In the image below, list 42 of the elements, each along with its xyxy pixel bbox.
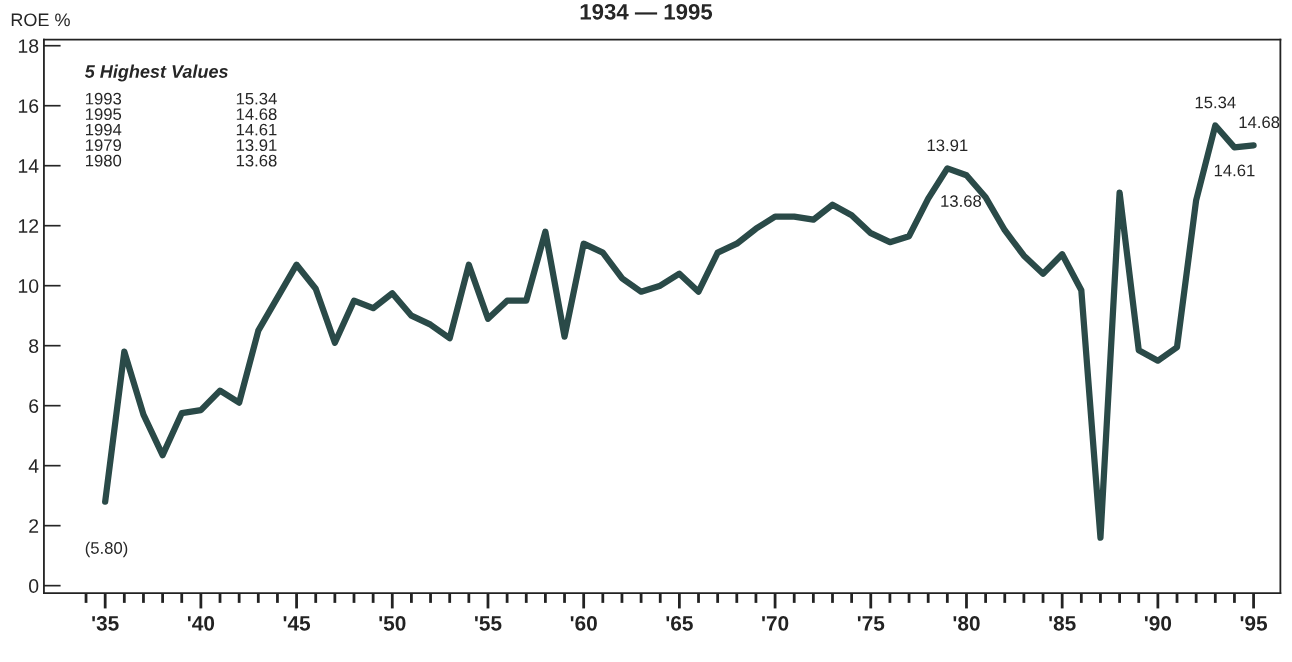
chart-title: 1934 — 1995 bbox=[580, 3, 713, 20]
annotation: 1993 bbox=[86, 92, 122, 105]
annotation: 1980 bbox=[86, 154, 122, 167]
x-tick-label: '60 bbox=[570, 615, 597, 631]
annotation: 13.68 bbox=[236, 154, 277, 167]
x-tick-label: '90 bbox=[1144, 615, 1172, 631]
y-tick-label: 0 bbox=[29, 579, 39, 593]
y-tick-label: 2 bbox=[29, 519, 39, 533]
x-tick-label: '55 bbox=[475, 616, 502, 631]
x-tick-label: '35 bbox=[92, 615, 119, 631]
annotation: 1979 bbox=[86, 139, 122, 152]
x-tick-label: '85 bbox=[1049, 615, 1076, 631]
y-tick-label: 8 bbox=[29, 339, 39, 353]
annotation: (5.80) bbox=[85, 541, 128, 558]
annotation: 1994 bbox=[86, 123, 122, 136]
data-label: 13.91 bbox=[927, 139, 968, 152]
y-tick-label: 16 bbox=[18, 99, 39, 113]
data-label: 14.61 bbox=[1214, 164, 1255, 177]
data-label: 15.34 bbox=[1195, 96, 1236, 109]
x-tick-label: '75 bbox=[857, 616, 885, 631]
x-tick-label: '50 bbox=[379, 615, 406, 631]
x-tick-label: '70 bbox=[762, 615, 789, 631]
y-tick-label: 4 bbox=[28, 459, 39, 473]
x-tick-label: '65 bbox=[666, 615, 693, 631]
x-tick-label: '45 bbox=[283, 616, 311, 631]
annotation: 14.61 bbox=[236, 123, 277, 136]
y-tick-label: 14 bbox=[18, 159, 39, 173]
data-label: 13.68 bbox=[941, 195, 982, 207]
annotation: 13.91 bbox=[236, 139, 277, 152]
annotation: 14.68 bbox=[236, 108, 277, 121]
y-axis-title: ROE % bbox=[11, 13, 70, 27]
annotation: 1995 bbox=[86, 108, 122, 121]
y-tick-label: 18 bbox=[18, 39, 39, 53]
x-tick-label: '80 bbox=[953, 615, 980, 631]
x-tick-label: '95 bbox=[1240, 615, 1268, 631]
x-tick-label: '40 bbox=[187, 615, 215, 631]
annotation: 5 Highest Values bbox=[84, 64, 228, 82]
y-tick-label: 12 bbox=[18, 219, 39, 233]
data-label: 14.68 bbox=[1239, 116, 1280, 129]
y-tick-label: 10 bbox=[18, 279, 39, 293]
annotation: 15.34 bbox=[236, 92, 277, 105]
y-tick-label: 6 bbox=[29, 399, 39, 413]
